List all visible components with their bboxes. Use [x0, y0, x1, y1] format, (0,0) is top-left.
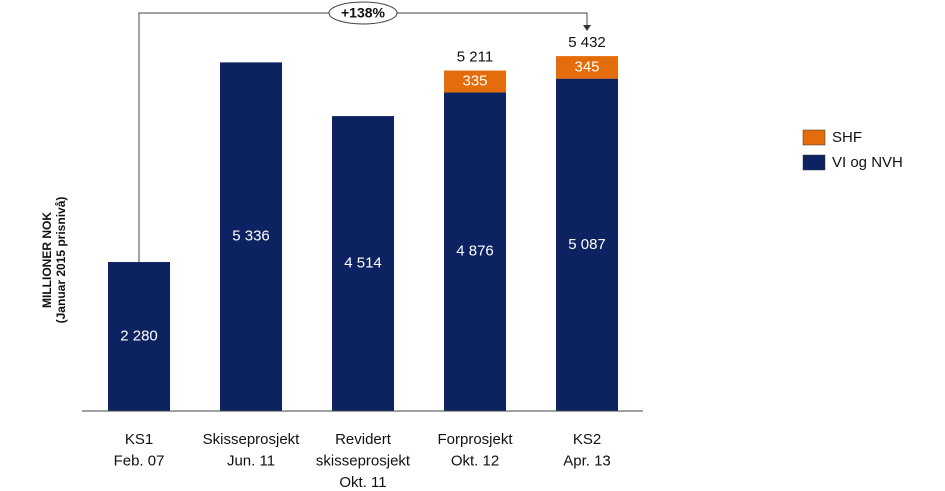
annotation-bubble — [328, 1, 398, 25]
bar-segment — [556, 56, 618, 79]
x-tick-label: KS2 — [573, 431, 601, 448]
data-label: 4 514 — [344, 255, 382, 272]
bar-segment — [220, 62, 282, 411]
x-tick-label: Jun. 11 — [227, 452, 275, 469]
x-tick-label: Okt. 11 — [339, 474, 386, 491]
bar-segment — [556, 78, 618, 412]
x-tick-label: Feb. 07 — [114, 452, 165, 469]
legend-label: SHF — [832, 129, 862, 146]
x-tick-label: Forprosjekt — [437, 431, 513, 448]
x-tick-label: skisseprosjekt — [316, 452, 411, 469]
legend-label: VI og NVH — [832, 154, 903, 171]
arrow-head — [583, 25, 591, 31]
y-axis-title: MILLIONER NOK (Januar 2015 prisnivå) — [40, 197, 68, 324]
legend-swatch — [802, 129, 826, 146]
y-label: MILLIONER NOK — [40, 212, 54, 308]
annotation: +138% — [341, 5, 386, 21]
bar-segment — [444, 92, 506, 412]
x-tick-label: Okt. 12 — [451, 452, 499, 469]
data-label: 2 280 — [120, 327, 158, 344]
data-label: 5 087 — [568, 236, 606, 253]
bar-segment — [444, 70, 506, 93]
total-label: 5 211 — [457, 49, 493, 66]
x-tick-label: Apr. 13 — [563, 452, 611, 469]
data-label: 5 336 — [232, 228, 270, 245]
x-tick-label: Revidert — [335, 431, 392, 448]
data-label: 345 — [574, 58, 599, 75]
bar-segment — [108, 262, 170, 411]
y-label: (Januar 2015 prisnivå) — [54, 197, 68, 324]
total-label: 5 432 — [568, 34, 606, 51]
data-label: 335 — [462, 72, 487, 89]
x-tick-label: Skisseprosjekt — [203, 431, 301, 448]
bar-segment — [332, 116, 394, 412]
legend-swatch — [802, 154, 826, 171]
x-tick-label: KS1 — [125, 431, 153, 448]
data-label: 4 876 — [456, 243, 494, 260]
